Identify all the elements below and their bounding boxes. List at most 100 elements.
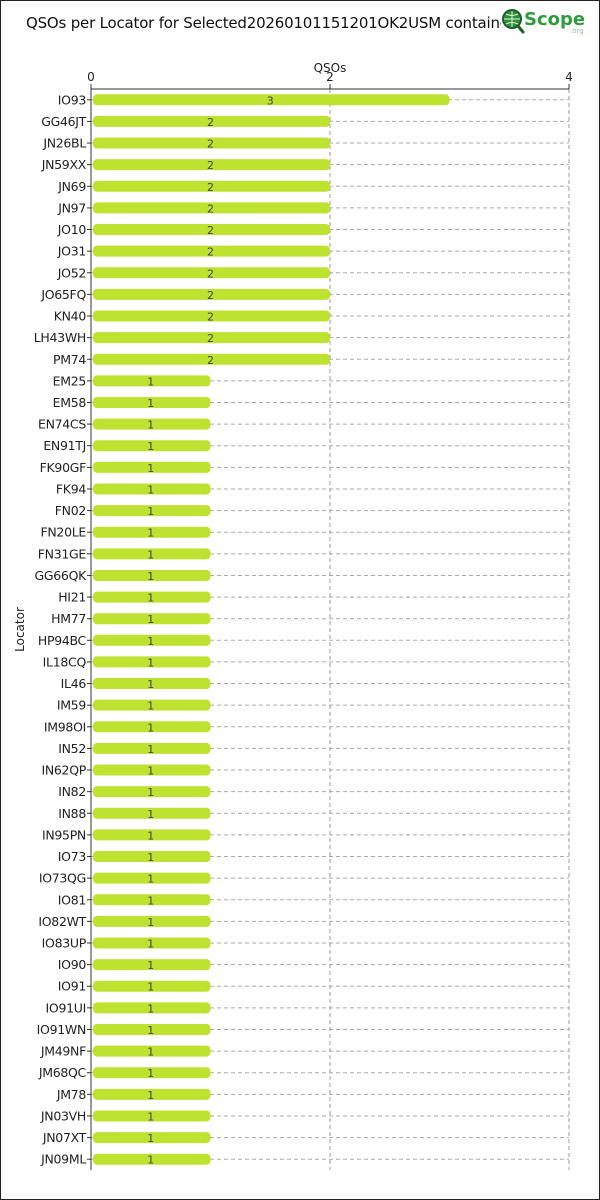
bar-value-label: 1 bbox=[147, 1024, 154, 1037]
category-label: EN91TJ bbox=[43, 438, 86, 453]
bar bbox=[93, 894, 211, 906]
bar-value-label: 1 bbox=[147, 1089, 154, 1102]
category-label: IO81 bbox=[58, 892, 86, 907]
bar bbox=[93, 872, 211, 884]
bar bbox=[93, 764, 211, 776]
category-label: IM98OI bbox=[44, 719, 86, 734]
bar bbox=[93, 742, 211, 754]
bar bbox=[93, 678, 211, 690]
category-label: JO31 bbox=[57, 244, 86, 259]
bar bbox=[93, 1088, 211, 1100]
bar bbox=[93, 202, 330, 214]
bar-value-label: 1 bbox=[147, 894, 154, 907]
category-label: JN59XX bbox=[41, 157, 87, 172]
category-label: FN20LE bbox=[40, 525, 86, 540]
bar bbox=[93, 569, 211, 581]
bar bbox=[93, 851, 211, 863]
bar bbox=[93, 613, 211, 625]
bar bbox=[93, 1110, 211, 1122]
bar bbox=[93, 937, 211, 949]
bar bbox=[93, 418, 211, 430]
bar bbox=[93, 159, 330, 171]
bar-value-label: 2 bbox=[207, 181, 214, 194]
category-label: IN95PN bbox=[42, 827, 86, 842]
category-label: JN09ML bbox=[40, 1152, 86, 1167]
category-label: JM49NF bbox=[40, 1044, 86, 1059]
category-label: IO93 bbox=[58, 92, 86, 107]
bar bbox=[93, 656, 211, 668]
bar bbox=[93, 267, 330, 279]
bar bbox=[93, 959, 211, 971]
category-label: IO90 bbox=[58, 957, 87, 972]
y-axis-label: Locator bbox=[13, 607, 27, 652]
bar-value-label: 1 bbox=[147, 829, 154, 842]
bar bbox=[93, 1045, 211, 1057]
bar bbox=[93, 786, 211, 798]
x-tick-label: 0 bbox=[87, 70, 95, 84]
bar bbox=[93, 807, 211, 819]
category-label: JO52 bbox=[57, 265, 86, 280]
bar-value-label: 1 bbox=[147, 721, 154, 734]
bar bbox=[93, 721, 211, 733]
bar-value-label: 3 bbox=[267, 94, 274, 107]
category-label: JM78 bbox=[56, 1087, 87, 1102]
bar-value-label: 1 bbox=[147, 1067, 154, 1080]
bar-value-label: 2 bbox=[207, 116, 214, 129]
category-label: IM59 bbox=[57, 698, 87, 713]
bar-value-label: 1 bbox=[147, 440, 154, 453]
category-label: EM25 bbox=[53, 373, 86, 388]
bar bbox=[93, 245, 330, 257]
bar-value-label: 1 bbox=[147, 1110, 154, 1123]
bar-value-label: 1 bbox=[147, 397, 154, 410]
bar-value-label: 1 bbox=[147, 570, 154, 583]
bar bbox=[93, 353, 330, 365]
bar bbox=[93, 461, 211, 473]
bar bbox=[93, 1132, 211, 1144]
bar bbox=[93, 1067, 211, 1079]
bar-value-label: 1 bbox=[147, 548, 154, 561]
bar-value-label: 1 bbox=[147, 592, 154, 605]
bar-value-label: 1 bbox=[147, 765, 154, 778]
bar bbox=[93, 288, 330, 300]
bar-value-label: 2 bbox=[207, 202, 214, 215]
bar-value-label: 1 bbox=[147, 1046, 154, 1059]
logo-subtext: .org bbox=[570, 27, 584, 35]
bar-value-label: 1 bbox=[147, 851, 154, 864]
category-label: JM68QC bbox=[38, 1065, 87, 1080]
bar-value-label: 1 bbox=[147, 656, 154, 669]
bar bbox=[93, 699, 211, 711]
category-label: JN69 bbox=[57, 179, 86, 194]
bar bbox=[93, 548, 211, 560]
category-label: JN97 bbox=[57, 200, 86, 215]
bar-value-label: 1 bbox=[147, 678, 154, 691]
bar bbox=[93, 1153, 211, 1165]
bar-value-label: 1 bbox=[147, 916, 154, 929]
category-label: HI21 bbox=[58, 590, 86, 605]
bar-value-label: 1 bbox=[147, 786, 154, 799]
category-label: IO91UI bbox=[46, 1000, 86, 1015]
bar-value-label: 1 bbox=[147, 462, 154, 475]
chart-title: QSOs per Locator for Selected20260101151… bbox=[26, 14, 501, 32]
category-label: EN74CS bbox=[38, 417, 86, 432]
bar bbox=[93, 1002, 211, 1014]
bar bbox=[93, 332, 330, 344]
category-label: HP94BC bbox=[38, 633, 87, 648]
bar bbox=[93, 980, 211, 992]
bar bbox=[93, 483, 211, 495]
category-label: IO73QG bbox=[39, 871, 86, 886]
category-label: KN40 bbox=[54, 309, 87, 324]
bar bbox=[93, 440, 211, 452]
bar-value-label: 1 bbox=[147, 959, 154, 972]
bar-value-label: 1 bbox=[147, 505, 154, 518]
category-label: HM77 bbox=[51, 611, 86, 626]
category-label: IN88 bbox=[58, 806, 86, 821]
x-tick-label: 2 bbox=[326, 70, 334, 84]
bar bbox=[93, 180, 330, 192]
bar-value-label: 2 bbox=[207, 159, 214, 172]
category-label: IL18CQ bbox=[43, 654, 87, 669]
bar bbox=[93, 396, 211, 408]
bar-value-label: 1 bbox=[147, 743, 154, 756]
category-label: IN62QP bbox=[41, 763, 86, 778]
bar-value-label: 1 bbox=[147, 613, 154, 626]
